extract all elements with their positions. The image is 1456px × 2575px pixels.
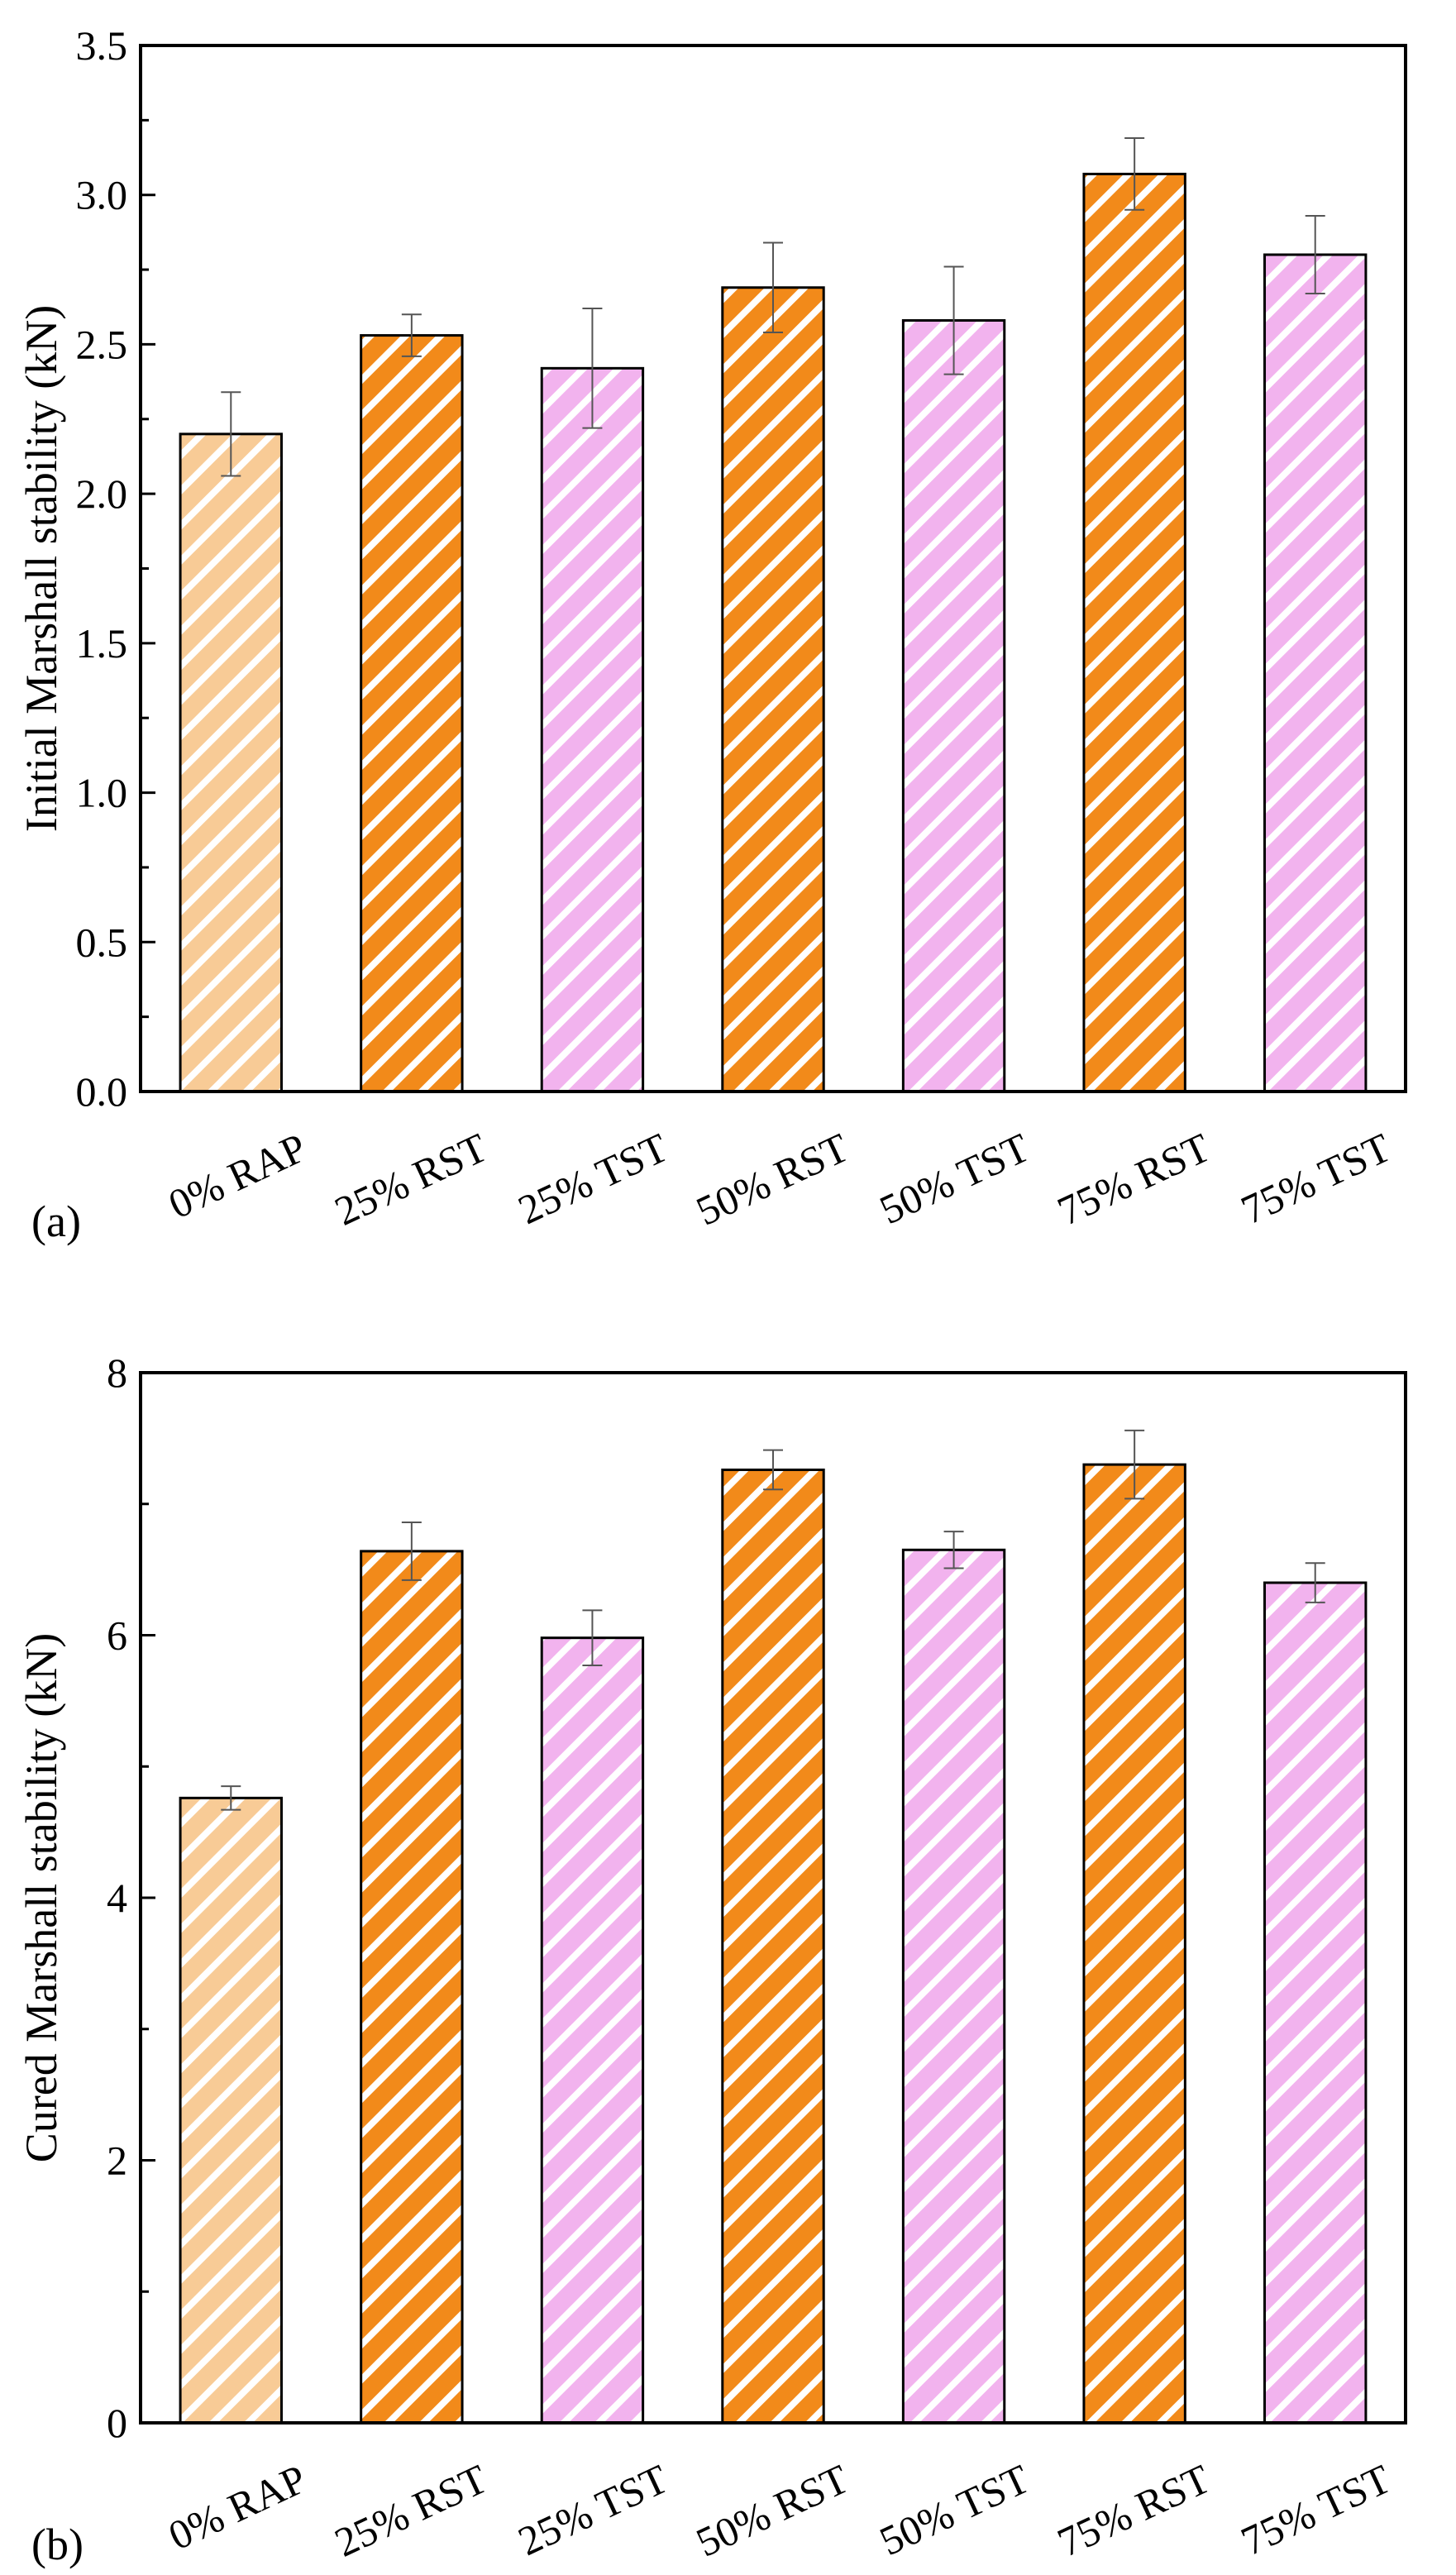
panel-label: (b) — [31, 2520, 84, 2569]
x-tick-label: 50% RST — [689, 1124, 855, 1235]
bar-50-tst — [901, 319, 1006, 1093]
y-tick-label: 0 — [107, 2400, 127, 2446]
y-tick-label: 4 — [107, 1875, 127, 1921]
x-tick-label: 50% RST — [689, 2455, 855, 2566]
x-axis-labels: 0% RAP 25% RST 25% TST 50% RST 50% TST 75% RS… — [161, 2455, 1397, 2566]
y-axis-title: Initial Marshall stability (kN) — [17, 305, 66, 832]
errorbar — [763, 241, 783, 333]
y-tick-label: 6 — [107, 1612, 127, 1659]
y-axis-ticks: 0.0 0.5 1.0 1.5 2.0 2.5 3.0 3.5 — [76, 22, 155, 1115]
bar-50-rst — [721, 286, 825, 1093]
x-tick-label: 25% RST — [327, 1124, 494, 1235]
errorbar — [763, 1449, 783, 1491]
plot-frame — [139, 44, 1407, 1093]
x-tick-label: 75% TST — [1234, 2455, 1398, 2564]
bar-0-rap — [179, 1796, 283, 2425]
plot-frame — [139, 1371, 1407, 2425]
errorbar — [221, 1785, 241, 1811]
errorbar — [401, 313, 422, 357]
errorbar — [943, 1531, 964, 1569]
errorbar — [401, 1521, 422, 1581]
x-tick-label: 50% TST — [872, 2455, 1036, 2564]
y-tick-label: 1.0 — [76, 770, 128, 816]
errorbar — [1305, 215, 1325, 294]
y-axis-ticks: 0 2 4 6 8 — [107, 1350, 155, 2446]
bar-75-tst — [1263, 1581, 1368, 2425]
errorbar — [582, 1609, 603, 1667]
errorbar — [582, 308, 603, 429]
bar-75-rst — [1082, 172, 1186, 1093]
bar-series — [179, 172, 1368, 1093]
chart-cured-stability: 0 2 4 6 8 0% RAP 25% RST 25% TST 50% RST 50% TST… — [17, 1350, 1407, 2569]
bar-25-tst — [540, 1636, 645, 2425]
x-tick-label: 75% RST — [1051, 2455, 1217, 2566]
x-tick-label: 50% TST — [872, 1124, 1036, 1233]
bar-series — [179, 1463, 1368, 2425]
errorbar — [221, 391, 241, 477]
bar-0-rap — [179, 432, 283, 1093]
bar-25-rst — [360, 334, 464, 1093]
y-tick-label: 8 — [107, 1350, 127, 1396]
x-tick-label: 0% RAP — [161, 1124, 313, 1227]
bar-75-tst — [1263, 253, 1368, 1093]
y-axis-title: Cured Marshall stability (kN) — [17, 1633, 66, 2162]
x-tick-label: 0% RAP — [161, 2455, 313, 2558]
errorbar — [1124, 137, 1145, 211]
y-tick-label: 1.5 — [76, 620, 128, 666]
bar-25-rst — [360, 1550, 464, 2425]
y-tick-label: 0.5 — [76, 919, 128, 965]
bar-75-rst — [1082, 1463, 1186, 2425]
errorbar — [1124, 1429, 1145, 1500]
errorbar — [1305, 1562, 1325, 1603]
bar-50-rst — [721, 1468, 825, 2425]
bar-25-tst — [540, 366, 645, 1093]
y-tick-label: 3.0 — [76, 172, 128, 218]
bar-50-tst — [901, 1548, 1006, 2425]
y-tick-label: 2 — [107, 2138, 127, 2184]
x-axis-labels: 0% RAP 25% RST 25% TST 50% RST 50% TST 75% RS… — [161, 1124, 1397, 1235]
errorbar-series — [221, 137, 1325, 477]
chart-initial-stability: 0.0 0.5 1.0 1.5 2.0 2.5 3.0 3.5 0% RAP 25% RST 25… — [17, 22, 1407, 1246]
errorbar-series — [221, 1429, 1325, 1811]
y-tick-label: 2.0 — [76, 471, 128, 517]
x-tick-label: 75% TST — [1234, 1124, 1398, 1233]
errorbar — [943, 265, 964, 375]
x-tick-label: 25% TST — [511, 2455, 675, 2564]
y-tick-label: 0.0 — [76, 1068, 128, 1115]
y-tick-label: 2.5 — [76, 321, 128, 367]
x-tick-label: 25% RST — [327, 2455, 494, 2566]
panel-label: (a) — [31, 1197, 81, 1246]
x-tick-label: 75% RST — [1051, 1124, 1217, 1235]
x-tick-label: 25% TST — [511, 1124, 675, 1233]
y-tick-label: 3.5 — [76, 22, 128, 69]
